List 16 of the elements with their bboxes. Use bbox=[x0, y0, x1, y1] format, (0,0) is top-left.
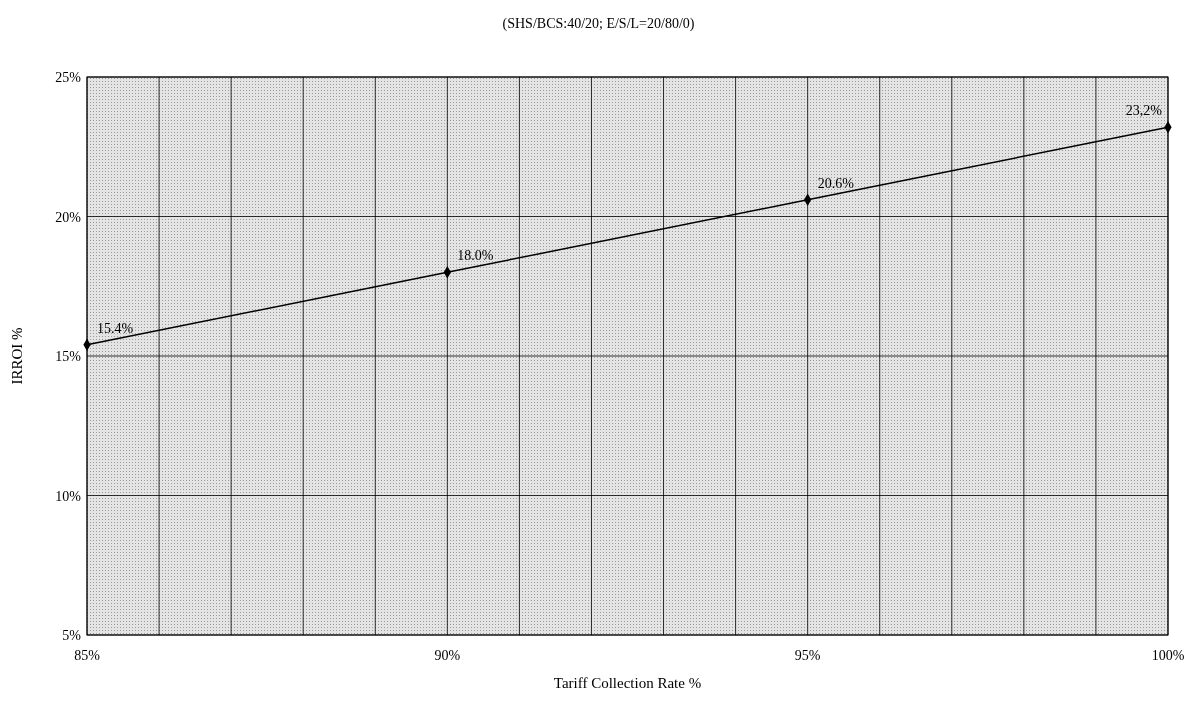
x-tick-label: 100% bbox=[1151, 648, 1185, 663]
y-tick-label: 20% bbox=[55, 209, 82, 225]
data-label: 20.6% bbox=[817, 175, 855, 191]
y-tick-label: 5% bbox=[62, 628, 82, 643]
data-label: 15.4% bbox=[97, 320, 134, 336]
y-tick-label: 25% bbox=[55, 70, 82, 85]
y-tick-label: 15% bbox=[55, 349, 82, 364]
data-label: 18.0% bbox=[457, 248, 494, 264]
data-label: 23,2% bbox=[1125, 103, 1163, 119]
x-tick-label: 90% bbox=[434, 648, 461, 663]
x-axis-title: Tariff Collection Rate % bbox=[553, 675, 702, 691]
x-tick-label: 95% bbox=[794, 648, 821, 663]
chart-title: (SHS/BCS:40/20; E/S/L=20/80/0) bbox=[502, 16, 695, 32]
y-axis-title: IRROI % bbox=[9, 327, 25, 385]
x-tick-label: 85% bbox=[74, 648, 101, 663]
y-tick-label: 10% bbox=[55, 488, 82, 504]
